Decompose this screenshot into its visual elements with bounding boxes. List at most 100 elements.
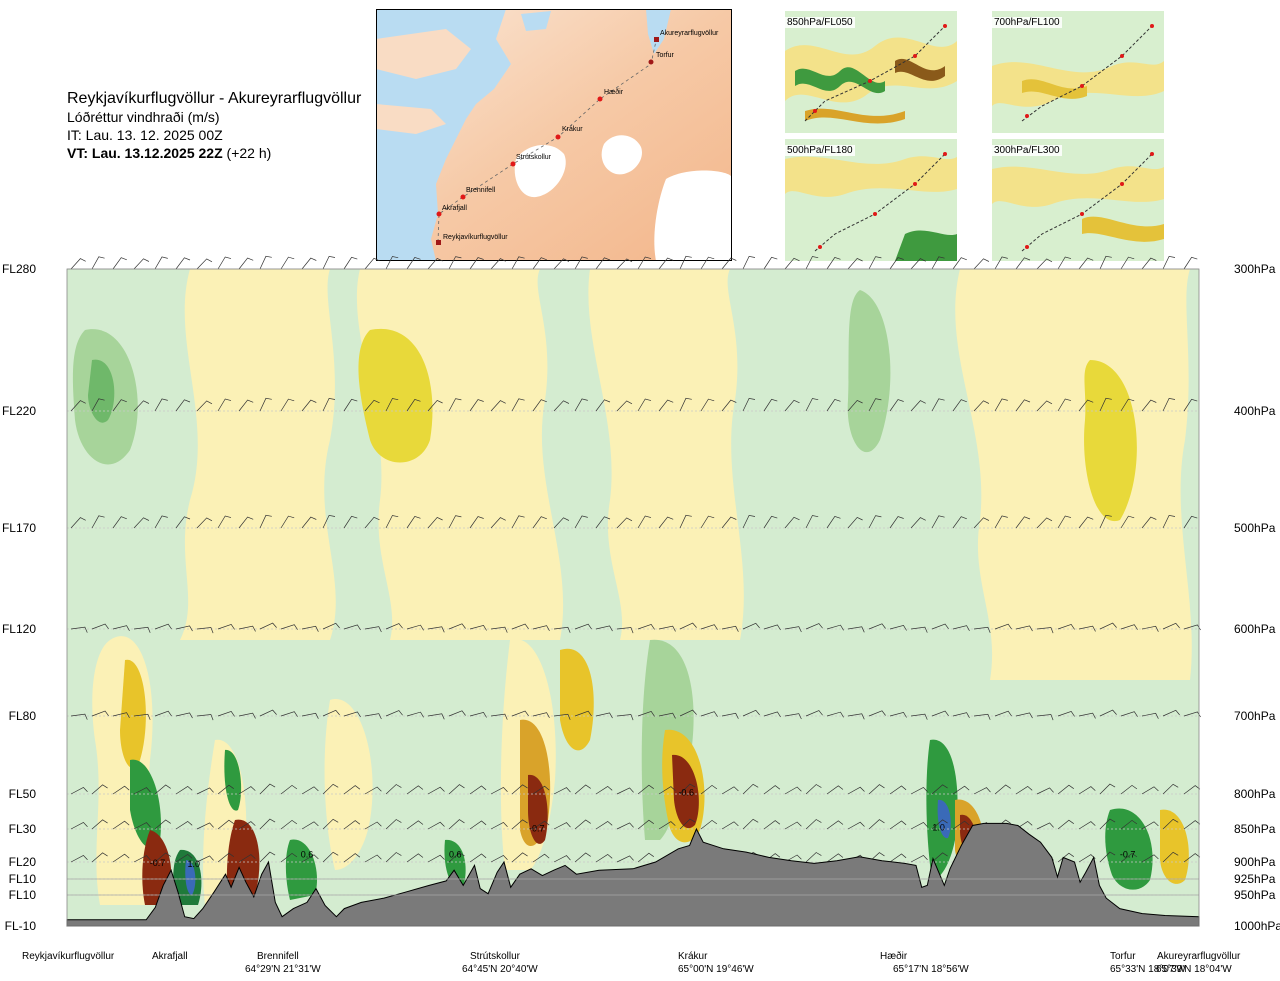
wind-barb [427, 626, 445, 633]
wind-barb [553, 713, 571, 720]
wind-barb [175, 625, 193, 632]
wind-barb [217, 398, 232, 412]
wind-barb [973, 787, 991, 795]
wind-barb [448, 256, 462, 270]
wind-barb [679, 397, 692, 412]
contour-label-4: -0.7 [529, 824, 545, 834]
wind-barb [469, 516, 484, 529]
wind-barb [196, 855, 214, 863]
wind-barb [301, 399, 317, 412]
wind-barb [91, 256, 105, 270]
wind-barb [448, 515, 462, 529]
wind-barb [553, 517, 570, 529]
wind-barb [574, 623, 592, 630]
inset-map-500-graphic [785, 139, 957, 261]
inset-map-300: 300hPa/FL300 [992, 139, 1164, 261]
wind-barb [259, 709, 277, 717]
wind-barb [385, 398, 399, 412]
wind-barb [532, 399, 547, 412]
wind-barb [1099, 255, 1112, 270]
wind-barb [1141, 712, 1159, 719]
wind-barb [175, 785, 193, 795]
wind-barb [1057, 852, 1075, 863]
wind-barb [1036, 822, 1054, 830]
wind-barb [679, 818, 696, 830]
map-label-strutskollur: Strútskollur [516, 154, 552, 161]
wind-barb [805, 710, 823, 717]
wind-barb [637, 852, 655, 863]
wind-barb [301, 257, 317, 270]
wind-barb [364, 399, 380, 412]
wind-barb [637, 515, 652, 529]
wind-barb [112, 399, 127, 412]
wind-barb [658, 516, 674, 529]
field-band-yellow-1 [180, 269, 336, 640]
map-label-torfur: Torfur [656, 52, 675, 59]
wind-barb [1036, 400, 1053, 412]
wind-barb [322, 256, 336, 270]
wind-barb [196, 787, 214, 795]
wind-barb [826, 853, 844, 863]
wind-barb [427, 516, 443, 529]
wind-barb [826, 785, 844, 795]
wind-barb [1162, 622, 1180, 630]
map-fjord-2 [521, 11, 551, 31]
wind-barb [427, 399, 443, 412]
wind-barb [406, 624, 424, 631]
wind-barb [322, 851, 339, 863]
contour-label-5: -0.6 [678, 787, 694, 797]
wind-barb [994, 515, 1008, 529]
wind-barb [364, 713, 382, 720]
wind-barb [217, 710, 235, 717]
inset-label-500: 500hPa/FL180 [785, 145, 855, 156]
contour-label-7: -0.7 [1120, 849, 1136, 859]
wind-barb [679, 783, 696, 795]
wind-barb [175, 853, 193, 863]
wind-barb [427, 854, 445, 863]
wind-barb [1120, 256, 1135, 270]
wind-barb [217, 256, 232, 270]
contour-value-labels: -0.7 1.0 0.6 0.6 -0.7 -0.6 1.0 -0.7 [150, 787, 1136, 868]
wind-barb [910, 626, 928, 633]
wind-barb [259, 783, 276, 795]
wind-barb [1036, 714, 1054, 721]
wind-barb [1015, 257, 1031, 270]
wind-barb [616, 517, 633, 529]
wind-barb [889, 820, 907, 830]
wind-barb [805, 515, 819, 529]
wind-barb [406, 853, 424, 863]
wind-barb [364, 854, 382, 863]
wind-barb [322, 783, 339, 795]
valid-time-bold: VT: Lau. 13.12.2025 22Z [67, 145, 223, 161]
wind-barb [889, 257, 904, 270]
wind-barb [91, 852, 108, 863]
wind-barb [784, 257, 800, 270]
wind-barb [1099, 709, 1117, 717]
wind-barb [952, 712, 970, 718]
wind-barb [532, 820, 550, 830]
wind-barb [385, 852, 402, 863]
wind-barb [1078, 625, 1096, 632]
wind-barb [574, 256, 588, 270]
wind-barb [1099, 851, 1116, 863]
wind-barb [847, 399, 863, 412]
wind-barb [70, 713, 88, 720]
wind-barb [868, 515, 882, 529]
wind-barb [847, 257, 863, 270]
map-label-reykjavik: Reykjavíkurflugvöllur [443, 234, 508, 241]
inset-map-850-graphic [785, 11, 957, 133]
wind-barb [1120, 852, 1138, 863]
wind-barb [238, 257, 254, 270]
wind-barb [238, 625, 256, 632]
wind-barb [175, 820, 193, 830]
wind-barb [343, 256, 358, 270]
wind-barb [490, 821, 508, 830]
wind-barb [616, 400, 633, 412]
wind-barb [784, 713, 802, 720]
wind-barb [91, 784, 108, 795]
wind-barb [889, 624, 907, 631]
wind-barb [1162, 851, 1179, 863]
wind-barb [574, 819, 591, 830]
station-coord-3: 64°45'N 20°40'W [462, 964, 538, 975]
field-lower-red-3 [528, 774, 548, 844]
